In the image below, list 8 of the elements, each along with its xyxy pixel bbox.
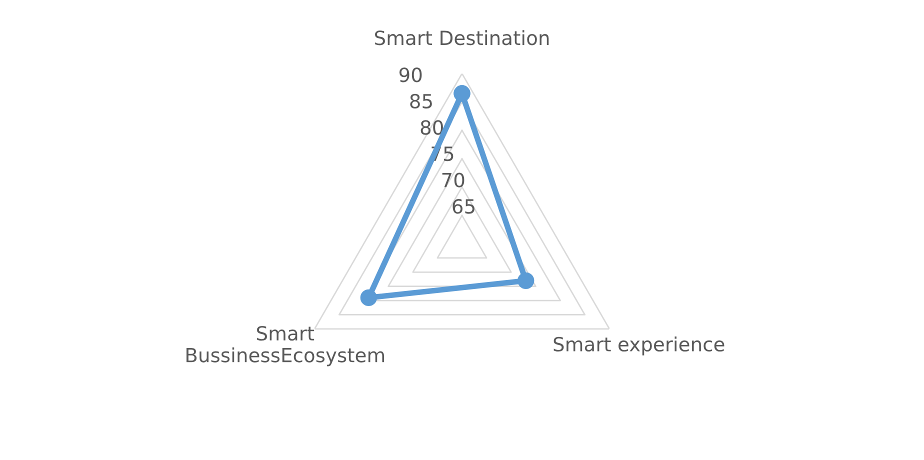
y-tick-label: 85: [410, 94, 432, 109]
y-tick-label: 70: [442, 172, 464, 188]
y-tick-label: 90: [399, 68, 422, 82]
spoke-label: Smart BussinessEcosystem: [186, 326, 384, 366]
y-tick-label: 65: [452, 199, 474, 214]
spoke-label: Smart Destination: [374, 30, 549, 46]
spoke-label: Smart experience: [554, 336, 724, 356]
y-tick-label: 80: [420, 120, 443, 135]
